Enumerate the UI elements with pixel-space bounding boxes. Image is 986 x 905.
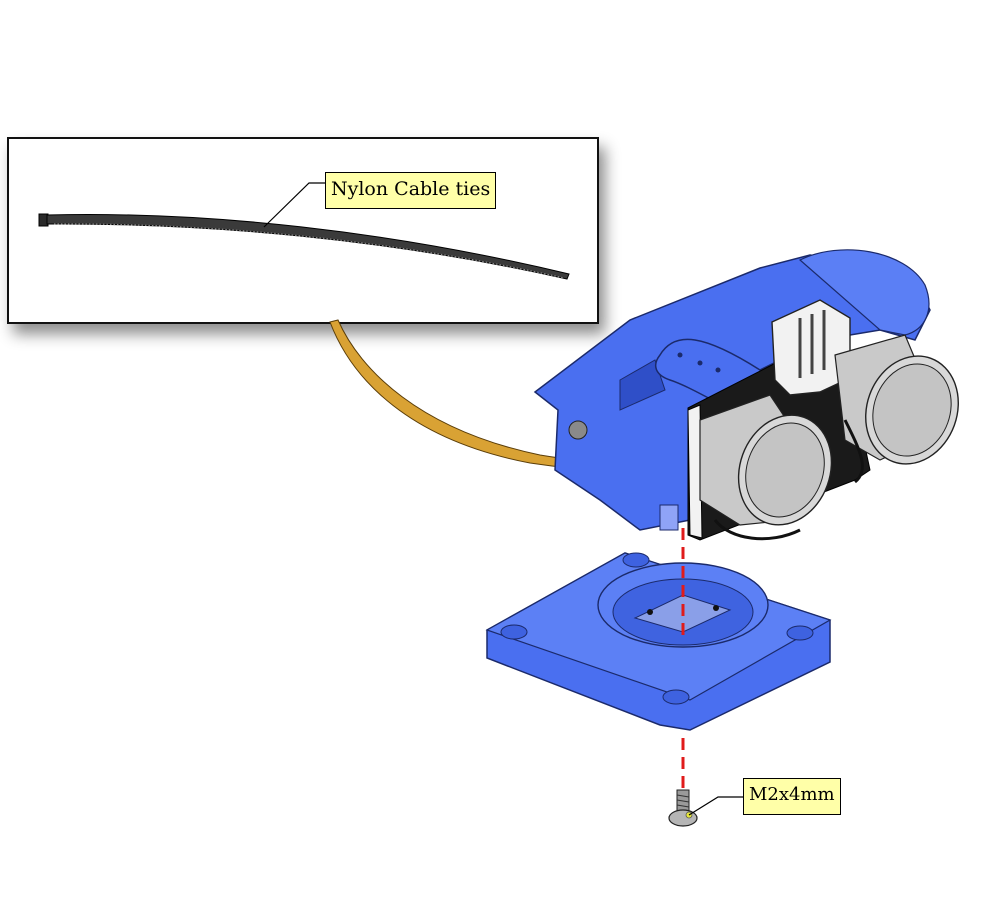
leader-dot	[685, 811, 693, 819]
ultrasonic-transducer-rear	[865, 355, 959, 465]
screw-leader-line	[688, 796, 743, 816]
m2-screw-shank	[676, 789, 690, 813]
ultrasonic-transducer-rear-inner	[872, 363, 952, 457]
mount-hole	[622, 552, 650, 568]
nylon-cable-ties-callout: Nylon Cable ties	[325, 172, 497, 209]
mount-hole	[662, 689, 690, 705]
ultrasonic-transducer-front-body	[699, 394, 801, 526]
cable-tie-wrap	[329, 319, 681, 472]
bracket-screw	[568, 420, 588, 440]
mount-hole	[786, 625, 814, 641]
mount-hole	[500, 624, 528, 640]
sensor-wire	[713, 519, 801, 541]
horn-hole	[677, 352, 683, 358]
sensor-wire	[843, 419, 864, 484]
ultrasonic-transducer-front	[737, 414, 833, 526]
cable-tie-leader-line	[263, 182, 329, 228]
cable-tie-inset-panel	[7, 137, 599, 324]
servo-socket-rim	[597, 562, 769, 648]
m2-screw-head	[668, 809, 698, 827]
socket-pin	[713, 605, 719, 611]
socket-pin	[647, 609, 653, 615]
pcb-edge	[687, 404, 703, 539]
ultrasonic-transducer-front-inner	[745, 422, 825, 518]
bracket-slot	[619, 359, 666, 411]
servo-socket-inner	[612, 578, 754, 646]
servo-horn-hub	[738, 380, 776, 410]
servo-horn	[654, 338, 784, 421]
sensor-pcb	[687, 329, 871, 541]
servo-shaft	[659, 504, 679, 531]
m2x4mm-screw-callout: M2x4mm	[743, 778, 841, 815]
base-plate	[486, 552, 831, 731]
servo-horn-cross	[633, 594, 732, 633]
ultrasonic-transducer-rear-body	[834, 334, 946, 461]
sensor-connector	[771, 299, 851, 396]
cable-tie-drawing	[38, 182, 570, 280]
horn-hole	[715, 367, 721, 373]
servo-bracket-round-end	[798, 249, 930, 336]
horn-hole	[697, 360, 703, 366]
base-plate-top	[485, 552, 832, 701]
